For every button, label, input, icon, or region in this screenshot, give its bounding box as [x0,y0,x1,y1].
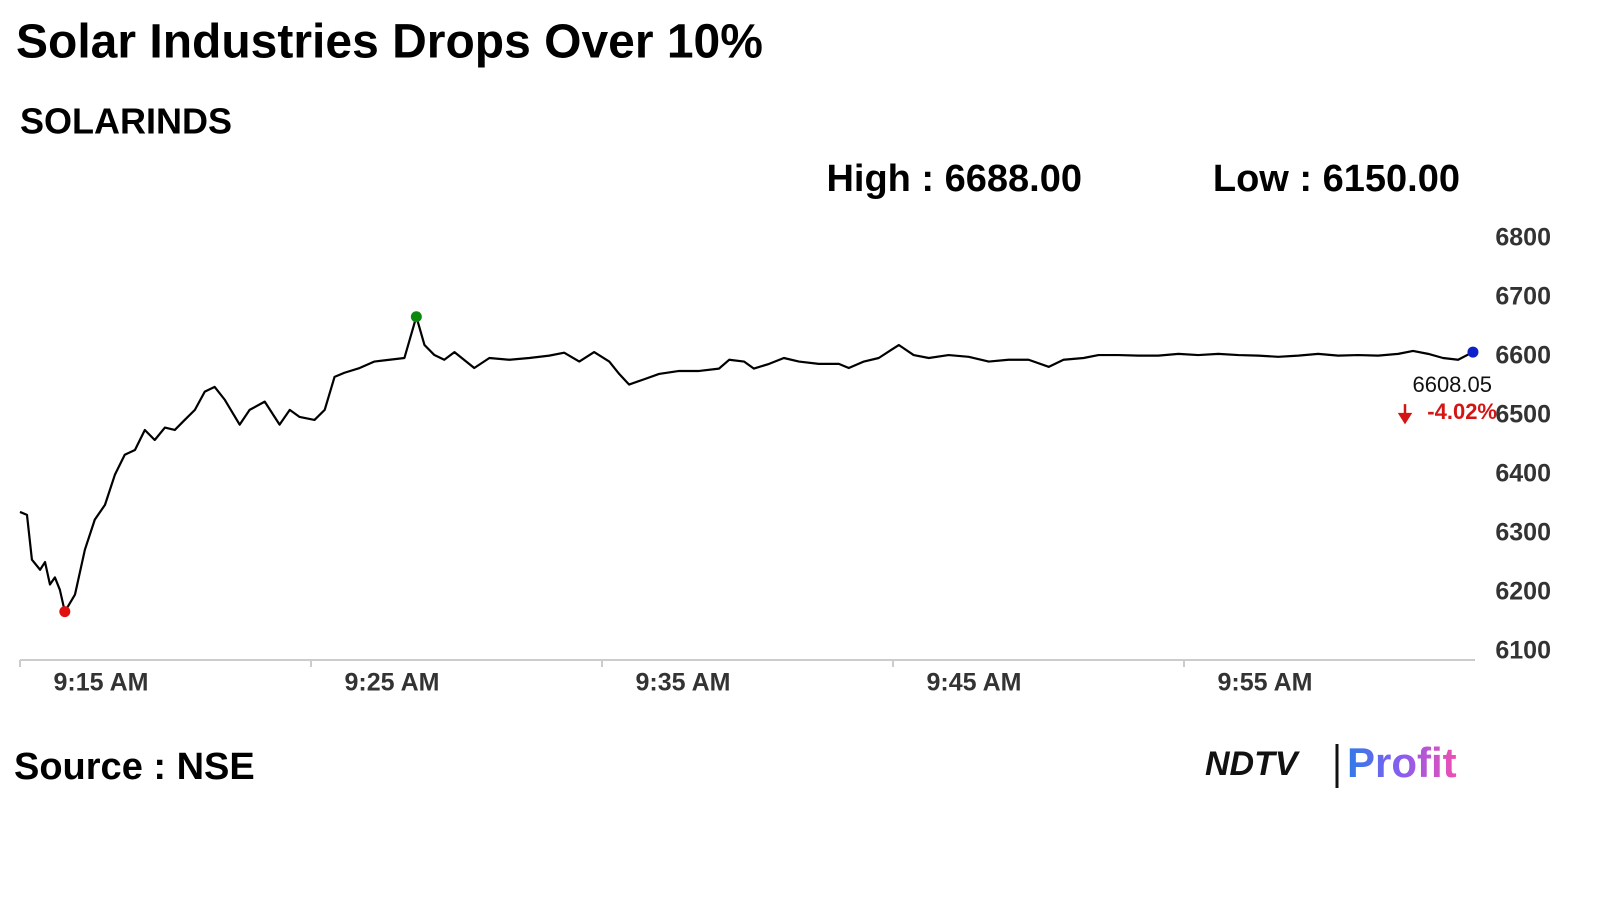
price-line [19,315,1474,613]
low-label: Low : 6150.00 [1213,158,1460,200]
change-label: -4.02% [1427,399,1497,424]
high-label: High : 6688.00 [826,158,1082,200]
x-tick-label: 9:15 AM [54,669,149,697]
x-tick-label: 9:25 AM [345,669,440,697]
y-tick-label: 6500 [1495,400,1551,428]
high-point [410,311,422,323]
chart-title: Solar Industries Drops Over 10% [16,16,763,69]
subtitle: SOLARINDS [20,101,232,142]
brand: NDTV [1205,745,1301,783]
last-point [1467,346,1479,358]
x-tick-label: 9:45 AM [927,669,1022,697]
y-tick-label: 6200 [1495,577,1551,605]
last-value-label: 6608.05 [1412,372,1492,397]
brand-sub: Profit [1347,739,1457,786]
x-tick-label: 9:55 AM [1218,669,1313,697]
x-tick-label: 9:35 AM [636,669,731,697]
down-arrow [1397,404,1413,425]
y-tick-label: 6700 [1495,282,1551,310]
y-tick-label: 6800 [1495,223,1551,251]
y-tick-label: 6100 [1495,636,1551,664]
source: Source : NSE [14,746,255,788]
y-tick-label: 6300 [1495,518,1551,546]
y-tick-label: 6400 [1495,459,1551,487]
y-tick-label: 6600 [1495,341,1551,369]
low-point [59,606,71,618]
